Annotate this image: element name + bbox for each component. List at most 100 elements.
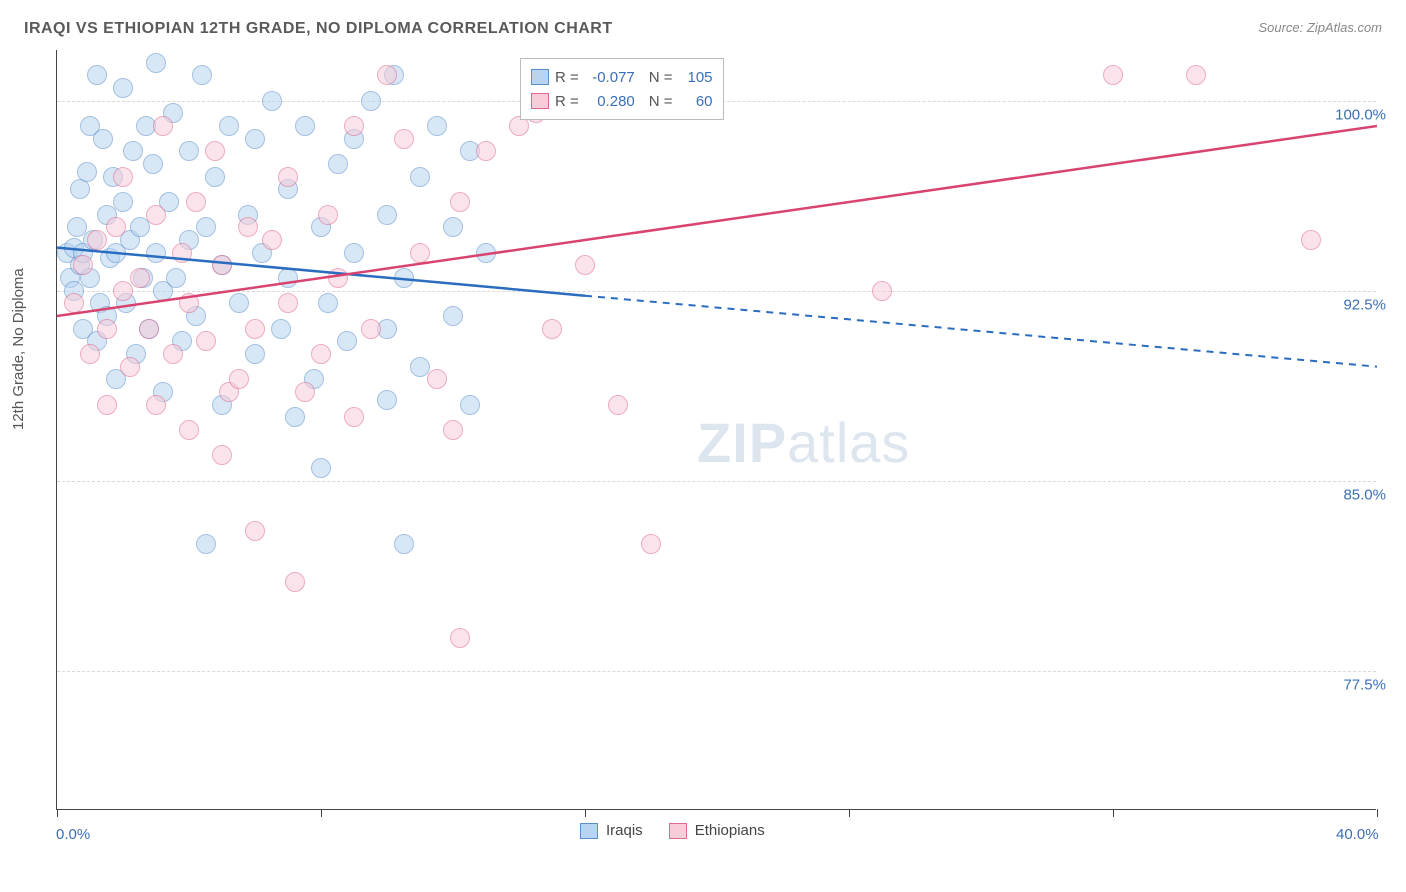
stat-n-value: 60 <box>679 93 713 110</box>
scatter-point <box>285 407 305 427</box>
scatter-point <box>146 243 166 263</box>
scatter-point <box>179 141 199 161</box>
legend-swatch <box>669 823 687 839</box>
stat-n-value: 105 <box>679 69 713 86</box>
x-tick <box>321 809 322 817</box>
plot-area: ZIPatlas <box>56 50 1376 810</box>
stats-row: R = -0.077 N = 105 <box>531 65 713 89</box>
scatter-point <box>460 395 480 415</box>
stats-legend: R =-0.077N =105R =0.280N =60 <box>520 58 724 120</box>
scatter-point <box>146 205 166 225</box>
x-tick-label: 40.0% <box>1336 826 1379 843</box>
scatter-point <box>608 395 628 415</box>
scatter-point <box>87 230 107 250</box>
stat-n-label: N = <box>649 93 673 110</box>
scatter-point <box>476 141 496 161</box>
scatter-point <box>77 162 97 182</box>
scatter-point <box>179 420 199 440</box>
chart-title: IRAQI VS ETHIOPIAN 12TH GRADE, NO DIPLOM… <box>24 20 613 38</box>
scatter-point <box>229 369 249 389</box>
scatter-point <box>443 217 463 237</box>
bottom-legend: IraqisEthiopians <box>580 822 783 839</box>
scatter-point <box>219 116 239 136</box>
scatter-point <box>476 243 496 263</box>
scatter-point <box>70 179 90 199</box>
scatter-point <box>344 243 364 263</box>
trend-lines <box>57 50 1377 810</box>
y-tick-label: 92.5% <box>1343 296 1386 313</box>
scatter-point <box>64 293 84 313</box>
scatter-point <box>278 293 298 313</box>
stat-r-value: -0.077 <box>585 69 635 86</box>
legend-swatch <box>531 69 549 85</box>
x-tick <box>1113 809 1114 817</box>
scatter-point <box>262 230 282 250</box>
y-tick-label: 77.5% <box>1343 676 1386 693</box>
scatter-point <box>872 281 892 301</box>
scatter-point <box>113 167 133 187</box>
scatter-point <box>245 344 265 364</box>
scatter-point <box>295 382 315 402</box>
scatter-point <box>344 116 364 136</box>
scatter-point <box>361 91 381 111</box>
watermark: ZIPatlas <box>697 410 910 475</box>
scatter-point <box>179 293 199 313</box>
scatter-point <box>238 217 258 237</box>
scatter-point <box>311 458 331 478</box>
x-tick <box>1377 809 1378 817</box>
scatter-point <box>344 407 364 427</box>
scatter-point <box>146 395 166 415</box>
legend-swatch <box>531 93 549 109</box>
scatter-point <box>143 154 163 174</box>
scatter-point <box>153 116 173 136</box>
scatter-point <box>113 192 133 212</box>
scatter-point <box>337 331 357 351</box>
scatter-point <box>450 192 470 212</box>
scatter-point <box>205 141 225 161</box>
scatter-point <box>97 395 117 415</box>
scatter-point <box>146 53 166 73</box>
scatter-point <box>205 167 225 187</box>
gridline <box>57 481 1376 482</box>
scatter-point <box>271 319 291 339</box>
scatter-point <box>328 154 348 174</box>
stats-row: R =0.280N =60 <box>531 89 713 113</box>
scatter-point <box>245 521 265 541</box>
scatter-point <box>410 167 430 187</box>
gridline <box>57 671 1376 672</box>
scatter-point <box>377 65 397 85</box>
scatter-point <box>394 534 414 554</box>
scatter-point <box>427 116 447 136</box>
scatter-point <box>166 268 186 288</box>
scatter-point <box>172 243 192 263</box>
legend-series-name: Iraqis <box>606 822 643 839</box>
scatter-point <box>80 344 100 364</box>
y-tick-label: 85.0% <box>1343 486 1386 503</box>
scatter-point <box>186 192 206 212</box>
scatter-point <box>130 268 150 288</box>
scatter-point <box>196 217 216 237</box>
scatter-point <box>123 141 143 161</box>
stat-r-label: R = <box>555 69 579 86</box>
x-tick <box>57 809 58 817</box>
stat-n-label: N = <box>649 69 673 86</box>
scatter-point <box>295 116 315 136</box>
source-label: Source: ZipAtlas.com <box>1258 20 1382 35</box>
legend-swatch <box>580 823 598 839</box>
scatter-point <box>575 255 595 275</box>
scatter-point <box>278 167 298 187</box>
scatter-point <box>542 319 562 339</box>
scatter-point <box>311 344 331 364</box>
scatter-point <box>192 65 212 85</box>
scatter-point <box>212 445 232 465</box>
scatter-point <box>97 319 117 339</box>
scatter-point <box>245 129 265 149</box>
scatter-point <box>410 243 430 263</box>
scatter-point <box>73 255 93 275</box>
scatter-point <box>196 331 216 351</box>
scatter-point <box>394 129 414 149</box>
scatter-point <box>262 91 282 111</box>
scatter-point <box>443 306 463 326</box>
scatter-point <box>1301 230 1321 250</box>
scatter-point <box>130 217 150 237</box>
